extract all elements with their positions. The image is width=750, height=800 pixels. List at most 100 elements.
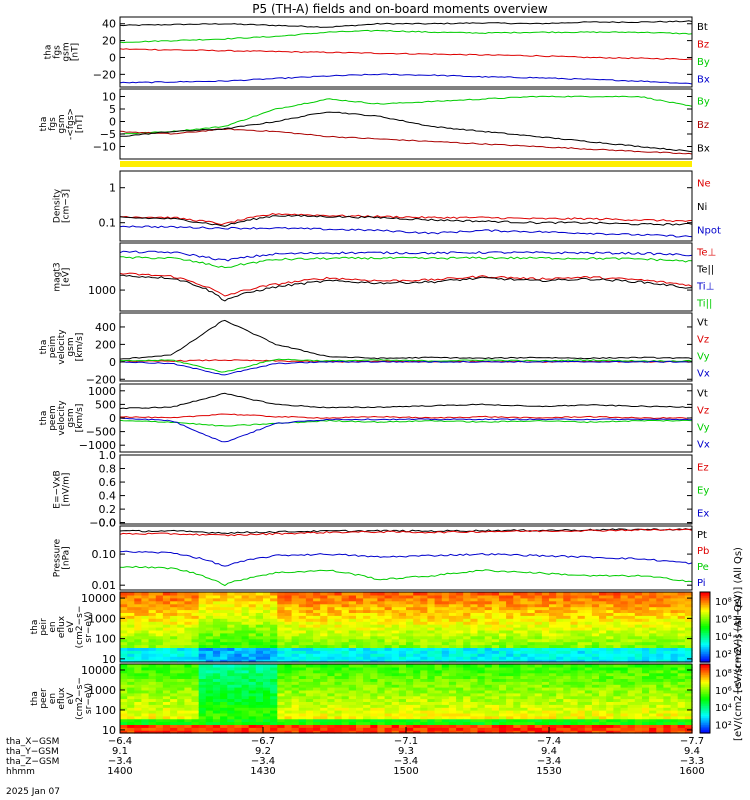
spectrogram-cell: [277, 701, 286, 705]
spectrogram-cell: [570, 727, 579, 731]
spectrogram-cell: [184, 687, 193, 691]
spectrogram-cell: [370, 597, 379, 602]
spectrogram-cell: [148, 632, 157, 637]
spectrogram-cell: [506, 664, 514, 668]
legend-label: Vy: [697, 352, 710, 363]
spectrogram-cell: [591, 710, 600, 714]
spectrogram-cell: [348, 724, 357, 728]
spectrogram-cell: [227, 650, 236, 654]
spectrogram-cell: [305, 606, 314, 611]
spectrogram-cell: [341, 609, 350, 613]
spectrogram-cell: [334, 715, 343, 720]
spectrogram-cell: [527, 592, 536, 596]
spectrogram-cell: [513, 689, 522, 694]
spectrogram-cell: [141, 672, 150, 677]
spectrogram-cell: [277, 641, 286, 646]
spectrogram-cell: [370, 600, 379, 605]
spectrogram-cell: [334, 635, 343, 640]
spectrogram-cell: [527, 724, 536, 728]
spectrogram-cell: [220, 621, 228, 625]
spectrogram-cell: [556, 724, 564, 728]
spectrogram-cell: [270, 592, 278, 596]
spectrogram-cell: [148, 687, 157, 691]
spectrogram-cell: [120, 692, 128, 697]
spectrogram-cell: [320, 684, 328, 688]
spectrogram-cell: [227, 684, 236, 688]
panel-ylabel: tha: [30, 691, 40, 706]
spectrogram-cell: [284, 627, 293, 631]
spectrogram-cell: [191, 718, 200, 723]
spectrogram-cell: [184, 632, 193, 637]
spectrogram-cell: [434, 650, 443, 654]
spectrogram-cell: [456, 678, 464, 682]
spectrogram-cell: [120, 618, 128, 622]
spectrogram-cell: [434, 656, 443, 660]
spectrogram-cell: [642, 592, 650, 596]
spectrogram-cell: [613, 592, 622, 596]
spectrogram-cell: [334, 692, 343, 697]
spectrogram-cell: [420, 635, 429, 640]
spectrogram-cell: [642, 597, 650, 602]
spectrogram-cell: [584, 718, 593, 723]
spectrogram-cell: [298, 629, 307, 634]
spectrogram-cell: [341, 707, 350, 711]
spectrogram-cell: [534, 692, 543, 697]
spectrogram-cell: [162, 600, 171, 605]
spectrogram-cell: [642, 638, 650, 643]
spectrogram-cell: [327, 687, 336, 691]
spectrogram-cell: [477, 659, 486, 663]
spectrogram-cell: [663, 707, 672, 711]
spectrogram-cell: [549, 701, 557, 705]
spectrogram-cell: [670, 672, 679, 677]
spectrogram-cell: [448, 612, 457, 616]
spectrogram-cell: [227, 675, 236, 679]
spectrogram-cell: [305, 704, 314, 708]
spectrogram-cell: [313, 672, 321, 677]
spectrogram-cell: [506, 724, 514, 728]
spectrogram-cell: [506, 600, 514, 605]
spectrogram-cell: [441, 730, 450, 734]
spectrogram-cell: [320, 600, 328, 605]
spectrogram-cell: [255, 704, 264, 708]
spectrogram-cell: [155, 615, 164, 619]
spectrogram-cell: [613, 635, 622, 640]
spectrogram-cell: [670, 641, 679, 646]
spectrogram-cell: [205, 701, 214, 705]
spectrogram-cell: [298, 594, 307, 599]
spectrogram-cell: [406, 695, 414, 700]
spectrogram-cell: [398, 624, 407, 628]
spectrogram-cell: [620, 594, 629, 599]
spectrogram-cell: [398, 681, 407, 685]
spectrogram-cell: [170, 684, 178, 688]
spectrogram-cell: [591, 712, 600, 717]
spectrogram-cell: [513, 647, 522, 651]
spectrogram-cell: [398, 698, 407, 702]
spectrogram-cell: [341, 678, 350, 682]
spectrogram-cell: [263, 624, 271, 628]
spectrogram-cell: [341, 675, 350, 679]
spectrogram-cell: [584, 692, 593, 697]
spectrogram-cell: [205, 635, 214, 640]
spectrogram-cell: [527, 656, 536, 660]
spectrogram-cell: [205, 609, 214, 613]
spectrogram-cell: [127, 669, 135, 674]
spectrogram-cell: [384, 698, 393, 702]
spectrogram-cell: [398, 627, 407, 631]
spectrogram-cell: [506, 627, 514, 631]
spectrogram-cell: [162, 647, 171, 651]
spectrogram-cell: [263, 707, 271, 711]
spectrogram-cell: [191, 724, 200, 728]
spectrogram-cell: [606, 712, 614, 717]
spectrogram-cell: [234, 612, 243, 616]
spectrogram-cell: [634, 710, 643, 714]
spectrogram-cell: [527, 710, 536, 714]
spectrogram-cell: [448, 666, 457, 671]
spectrogram-cell: [134, 675, 143, 679]
panel-frame: [119, 16, 693, 88]
spectrogram-cell: [406, 727, 414, 731]
spectrogram-cell: [584, 687, 593, 691]
spectrogram-cell: [234, 618, 243, 622]
spectrogram-cell: [677, 678, 686, 682]
spectrogram-cell: [356, 594, 364, 599]
spectrogram-cell: [599, 692, 607, 697]
